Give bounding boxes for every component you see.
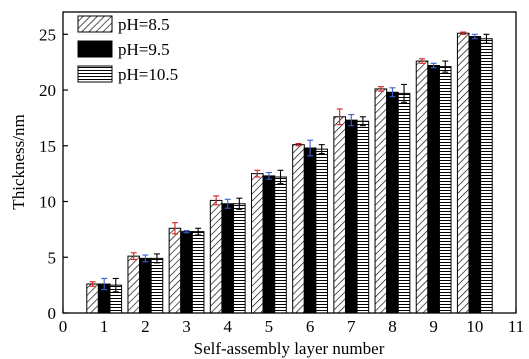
error-bar-ph-9-5-layer-7 — [348, 114, 355, 127]
x-tick-label: 10 — [466, 317, 483, 336]
bar-ph-10-5-layer-10 — [480, 38, 493, 314]
bar-ph-9-5-layer-10 — [468, 36, 482, 314]
bar-ph-10-5-layer-8 — [397, 92, 411, 314]
x-tick-label: 0 — [59, 317, 68, 336]
y-tick-label: 5 — [48, 248, 57, 267]
bar-ph-10-5-layer-7 — [356, 120, 370, 314]
y-axis-title: Thickness/nm — [9, 114, 28, 209]
legend-label-ph-9-5: pH=9.5 — [118, 40, 170, 59]
error-bar-ph-10-5-layer-4 — [236, 197, 243, 210]
bar-ph-10-5-layer-4 — [233, 203, 246, 314]
error-bar-ph-10-5-layer-6 — [318, 144, 325, 155]
legend-swatch-ph-10-5 — [77, 65, 113, 83]
error-bar-ph-9-5-layer-6 — [307, 139, 314, 157]
error-bar-ph-10-5-layer-3 — [195, 227, 202, 236]
plot-frame — [62, 11, 517, 314]
bar-ph-9-5-layer-5 — [262, 175, 276, 314]
error-bar-ph-9-5-layer-9 — [430, 62, 437, 69]
x-tick-label: 2 — [141, 317, 150, 336]
x-tick-label: 9 — [429, 317, 438, 336]
bar-ph-9-5-layer-8 — [386, 91, 399, 314]
bar-ph-8-5-layer-9 — [415, 60, 429, 314]
bar-ph-8-5-layer-5 — [251, 173, 264, 314]
x-tick-label: 1 — [100, 317, 109, 336]
bar-ph-9-5-layer-2 — [139, 257, 152, 314]
bar-ph-8-5-layer-7 — [333, 116, 346, 314]
bar-ph-9-5-layer-3 — [180, 231, 193, 314]
error-bar-ph-10-5-layer-10 — [483, 33, 490, 44]
legend-swatch-ph-9-5 — [77, 40, 113, 58]
error-bar-ph-10-5-layer-1 — [112, 277, 119, 293]
error-bar-ph-8-5-layer-5 — [254, 169, 261, 178]
bar-ph-9-5-layer-9 — [427, 65, 440, 314]
bar-ph-8-5-layer-3 — [168, 227, 182, 314]
x-tick-label: 5 — [265, 317, 274, 336]
bar-ph-9-5-layer-7 — [344, 119, 358, 314]
bar-ph-8-5-layer-2 — [127, 255, 141, 314]
error-bar-ph-8-5-layer-7 — [336, 108, 343, 126]
bar-ph-9-5-layer-4 — [221, 203, 235, 314]
bar-ph-8-5-layer-8 — [374, 88, 388, 314]
x-tick-label: 4 — [223, 317, 232, 336]
bar-ph-10-5-layer-5 — [274, 176, 287, 314]
error-bar-ph-9-5-layer-3 — [183, 229, 190, 234]
error-bar-ph-10-5-layer-8 — [401, 83, 408, 103]
x-tick-label: 3 — [182, 317, 191, 336]
legend-swatch-ph-8-5 — [77, 15, 113, 33]
legend: pH=8.5 pH=9.5 pH=10.5 — [77, 15, 178, 84]
bar-ph-9-5-layer-6 — [303, 147, 317, 314]
error-bar-ph-9-5-layer-5 — [265, 171, 272, 180]
x-axis-title: Self-assembly layer number — [194, 339, 385, 358]
y-tick-label: 0 — [48, 304, 57, 323]
error-bar-ph-8-5-layer-9 — [419, 58, 426, 64]
y-tick-label: 20 — [39, 81, 56, 100]
error-bar-ph-8-5-layer-8 — [377, 86, 384, 92]
bar-ph-8-5-layer-1 — [86, 283, 99, 314]
bar-ph-10-5-layer-3 — [191, 231, 205, 314]
bar-ph-10-5-layer-2 — [150, 257, 164, 314]
legend-label-ph-8-5: pH=8.5 — [118, 15, 170, 34]
error-bar-ph-9-5-layer-10 — [471, 33, 478, 40]
error-bar-ph-10-5-layer-5 — [277, 169, 284, 185]
error-bar-ph-8-5-layer-3 — [171, 222, 178, 235]
error-bar-ph-8-5-layer-10 — [460, 31, 467, 35]
error-bar-ph-9-5-layer-2 — [142, 254, 149, 263]
x-tick-label: 11 — [508, 317, 524, 336]
bar-ph-10-5-layer-6 — [315, 148, 328, 314]
error-bar-ph-8-5-layer-1 — [89, 281, 96, 287]
error-bar-ph-10-5-layer-9 — [442, 60, 449, 73]
y-tick-label: 25 — [39, 25, 56, 44]
error-bar-ph-10-5-layer-7 — [359, 116, 366, 127]
error-bar-ph-9-5-layer-1 — [101, 277, 108, 291]
legend-label-ph-10-5: pH=10.5 — [118, 65, 178, 84]
x-tick-label: 6 — [306, 317, 315, 336]
y-tick-label: 10 — [39, 193, 56, 212]
x-tick-label: 7 — [347, 317, 356, 336]
bar-ph-8-5-layer-4 — [209, 199, 223, 314]
bar-ph-8-5-layer-10 — [456, 32, 470, 314]
error-bar-ph-8-5-layer-4 — [213, 195, 220, 206]
error-bar-ph-10-5-layer-2 — [153, 253, 160, 264]
error-bar-ph-8-5-layer-2 — [130, 252, 137, 261]
error-bar-ph-8-5-layer-6 — [295, 142, 302, 147]
y-tick-label: 15 — [39, 137, 56, 156]
bar-ph-8-5-layer-6 — [292, 144, 305, 314]
error-bar-ph-9-5-layer-8 — [389, 87, 396, 98]
x-tick-label: 8 — [388, 317, 397, 336]
error-bar-ph-9-5-layer-4 — [224, 198, 231, 209]
bar-ph-10-5-layer-9 — [438, 66, 452, 314]
